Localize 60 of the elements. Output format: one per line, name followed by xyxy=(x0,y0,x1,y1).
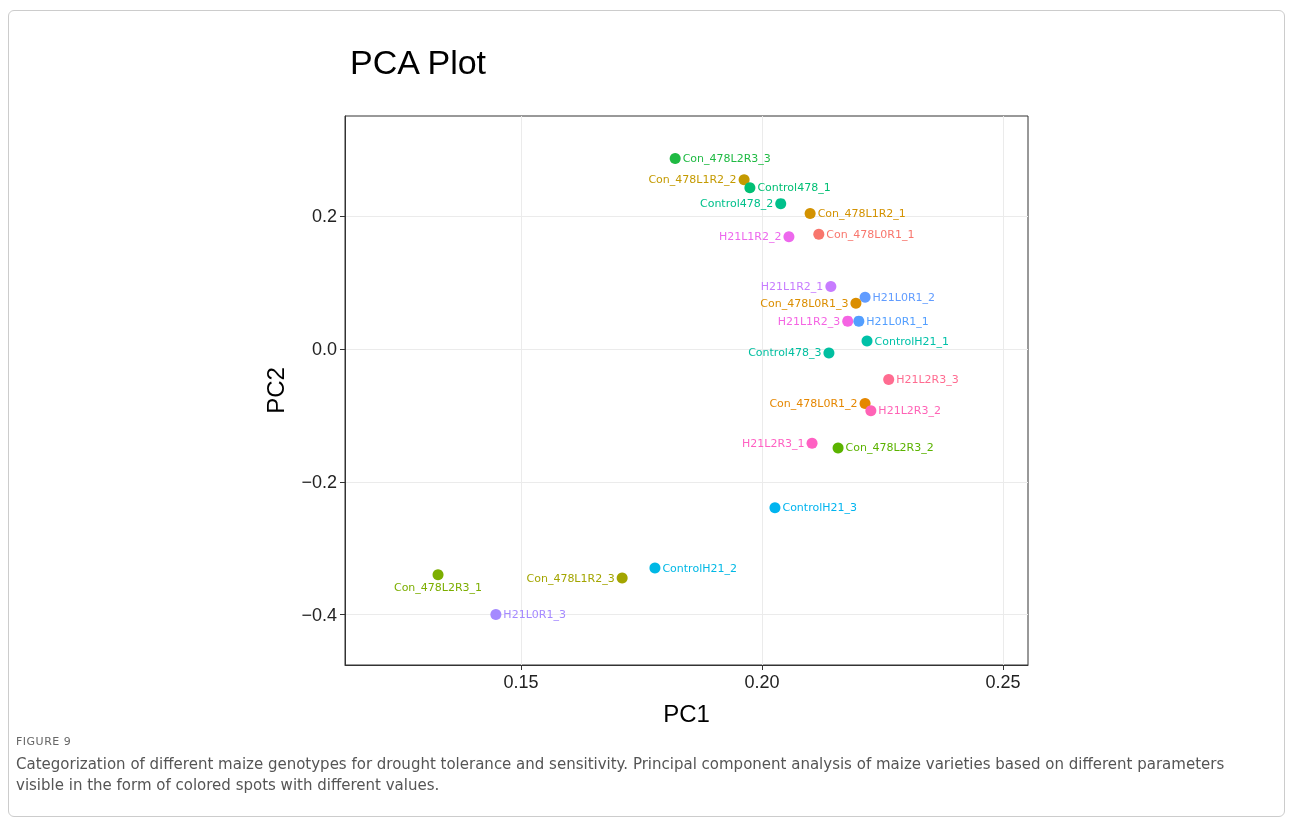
x-tick-label: 0.25 xyxy=(985,672,1021,692)
y-tick-label: −0.4 xyxy=(301,604,337,625)
series-label: Con_478L0R1_1 xyxy=(826,227,915,241)
point xyxy=(738,174,750,186)
point xyxy=(432,569,444,581)
series-label: ControlH21_2 xyxy=(662,561,737,575)
series-label: ControlH21_3 xyxy=(782,501,857,515)
series-label: Control478_1 xyxy=(757,181,831,195)
point xyxy=(775,198,787,210)
series-label: Con_478L1R2_2 xyxy=(648,173,737,187)
y-tick-label: 0.0 xyxy=(311,339,337,360)
series-label: Con_478L2R3_1 xyxy=(393,581,483,595)
point xyxy=(865,405,877,417)
point xyxy=(804,208,816,220)
y-tick-label: 0.2 xyxy=(311,206,337,227)
point xyxy=(859,291,871,303)
series-label: Con_478L2R3_3 xyxy=(682,151,771,165)
x-axis-title: PC1 xyxy=(663,699,710,727)
series-label: H21L1R2_3 xyxy=(777,314,841,328)
series-label: H21L1R2_1 xyxy=(760,280,824,294)
point xyxy=(850,297,862,309)
series-label: Con_478L0R1_2 xyxy=(769,396,858,410)
point xyxy=(859,397,871,409)
chart-title: PCA Plot xyxy=(350,43,487,81)
point xyxy=(649,562,661,574)
point xyxy=(744,182,756,194)
point xyxy=(842,315,854,327)
series-label: Con_478L1R2_3 xyxy=(526,571,615,585)
point xyxy=(769,502,781,514)
series-label: H21L0R1_2 xyxy=(872,290,936,304)
series-label: Control478_2 xyxy=(699,197,774,211)
series-label: H21L2R3_1 xyxy=(742,436,805,450)
x-tick-label: 0.20 xyxy=(744,672,780,692)
series-label: H21L0R1_1 xyxy=(866,314,929,328)
point xyxy=(813,228,825,240)
series-label: H21L0R1_3 xyxy=(503,608,566,622)
point xyxy=(883,374,895,386)
point xyxy=(490,609,502,621)
point xyxy=(616,572,628,584)
series-label: H21L2R3_3 xyxy=(896,373,959,387)
series-label: Control478_3 xyxy=(748,346,822,360)
point xyxy=(825,281,837,293)
y-tick-label: −0.2 xyxy=(301,471,337,492)
point xyxy=(669,152,681,164)
series-label: H21L2R3_2 xyxy=(878,404,941,418)
point xyxy=(861,335,873,347)
text: Categorization of different maize genotypes for drought tolerance and sensitivity. Principal component analysis of maize varieties based on different parameters visible in the form of colored spots with different values. xyxy=(16,754,1226,796)
series-label: ControlH21_1 xyxy=(874,334,950,348)
x-tick-label: 0.15 xyxy=(503,672,539,692)
point xyxy=(806,437,818,449)
point xyxy=(783,231,795,243)
series-label: Con_478L2R3_2 xyxy=(845,441,934,455)
y-axis-title: PC2 xyxy=(261,367,289,414)
point xyxy=(823,347,835,359)
caption: FIGURE 9 xyxy=(16,735,73,748)
series-label: H21L1R2_2 xyxy=(718,230,782,244)
point xyxy=(832,442,844,454)
series-label: Con_478L1R2_1 xyxy=(817,207,906,221)
series-label: Con_478L0R1_3 xyxy=(760,296,849,310)
point xyxy=(853,315,865,327)
